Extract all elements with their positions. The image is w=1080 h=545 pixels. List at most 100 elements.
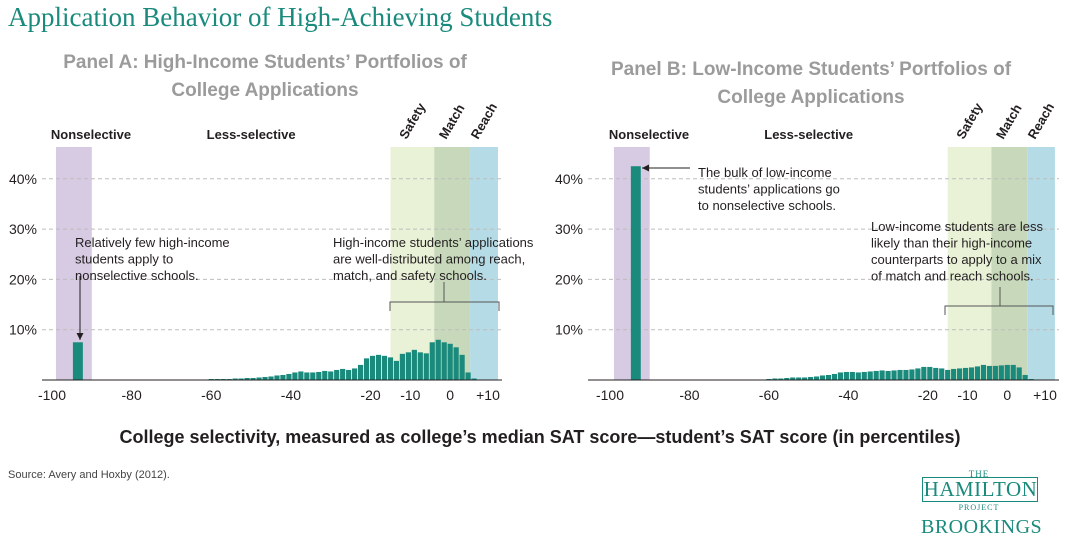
- panel-b-title-line-1: Panel B: Low-Income Students’ Portfolios…: [610, 59, 1012, 80]
- bar: [72, 342, 83, 380]
- bar: [411, 349, 417, 380]
- bar: [945, 369, 951, 380]
- bar: [363, 358, 370, 380]
- x-tick-label: -20: [918, 387, 938, 403]
- bar: [1010, 364, 1016, 380]
- bar: [214, 378, 220, 380]
- bar: [962, 367, 969, 380]
- bar: [1022, 374, 1028, 380]
- bar: [837, 372, 844, 380]
- bar: [346, 369, 352, 380]
- annotation-text: Relatively few high-income students apply…: [75, 235, 230, 283]
- bar: [1028, 378, 1034, 380]
- bar: [399, 353, 405, 380]
- bar: [915, 368, 921, 380]
- bar: [897, 369, 903, 380]
- x-tick-label: +10: [476, 387, 500, 403]
- bar: [879, 370, 885, 380]
- annotation-bracket: [944, 305, 1054, 315]
- bar: [825, 374, 832, 380]
- bar: [927, 366, 933, 380]
- logo-frame: [922, 477, 1038, 502]
- bar: [304, 372, 310, 380]
- bar: [316, 371, 322, 380]
- region-label-nonselective: Nonselective: [51, 127, 131, 142]
- region-band-safety: [947, 147, 992, 380]
- region-label-match: Match: [436, 101, 468, 141]
- bar: [867, 371, 873, 380]
- bar: [891, 370, 897, 380]
- bar: [417, 352, 423, 380]
- bar: [244, 377, 250, 380]
- y-tick-label: 20%: [555, 271, 583, 287]
- bar: [310, 372, 316, 380]
- annotation-text: High-income students’ applications are we…: [333, 235, 534, 283]
- panel-a-plot: Nonselective Less-selective Safety Match Rea…: [9, 100, 534, 403]
- region-band-match: [991, 147, 1028, 380]
- bar: [802, 377, 808, 380]
- x-tick-label: -40: [838, 387, 858, 403]
- logo-project: PROJECT: [958, 503, 1000, 512]
- bar: [322, 370, 328, 380]
- x-tick-label: -60: [201, 387, 221, 403]
- x-tick-label: -20: [360, 387, 380, 403]
- region-label-reach: Reach: [1025, 100, 1058, 141]
- x-tick-label: 0: [1003, 387, 1011, 403]
- y-tick-label: 30%: [9, 221, 37, 237]
- x-tick-label: -80: [122, 387, 142, 403]
- panel-b-title-line-2: College Applications: [717, 87, 905, 108]
- y-tick-label: 40%: [9, 171, 37, 187]
- bar: [790, 377, 796, 380]
- bar: [256, 377, 262, 380]
- bar: [369, 355, 376, 380]
- x-tick-label: 0: [446, 387, 454, 403]
- bar: [992, 365, 998, 380]
- bar: [1004, 364, 1010, 380]
- x-tick-label: -100: [596, 387, 624, 403]
- annotation-arrowhead: [76, 333, 84, 340]
- bar: [387, 357, 394, 380]
- x-tick-label: -10: [400, 387, 420, 403]
- bar: [796, 377, 802, 380]
- logo-hamilton: HAMILTON: [923, 477, 1038, 501]
- source-note: Source: Avery and Hoxby (2012).: [8, 469, 170, 481]
- bar: [340, 368, 346, 380]
- bar: [459, 354, 465, 380]
- panel-a-title-line-2: College Applications: [171, 80, 359, 101]
- region-band-safety: [390, 147, 435, 380]
- bar: [465, 372, 471, 380]
- bar: [208, 378, 214, 380]
- bar: [238, 378, 244, 380]
- main-title: Application Behavior of High-Achieving S…: [8, 2, 553, 32]
- x-tick-label: -10: [957, 387, 977, 403]
- logo-the: THE: [968, 469, 990, 479]
- region-label-match: Match: [993, 101, 1025, 141]
- x-tick-label: -100: [38, 387, 66, 403]
- bar: [441, 342, 447, 380]
- bar: [903, 369, 909, 380]
- bar: [951, 368, 957, 380]
- bar: [381, 355, 388, 380]
- region-label-safety: Safety: [396, 100, 429, 142]
- hamilton-brookings-logo: THE HAMILTON PROJECT BROOKINGS: [920, 463, 1070, 543]
- bar: [1016, 367, 1022, 380]
- x-tick-label: -60: [759, 387, 779, 403]
- region-band-reach: [470, 147, 498, 380]
- x-axis-title: College selectivity, measured as college…: [119, 427, 961, 447]
- region-label-safety: Safety: [953, 100, 986, 142]
- bar: [885, 370, 891, 380]
- bar: [262, 376, 268, 380]
- bar: [352, 368, 358, 380]
- y-tick-label: 10%: [9, 322, 37, 338]
- bar: [220, 378, 226, 380]
- bar: [405, 352, 411, 380]
- bar: [831, 373, 838, 380]
- bar: [292, 372, 298, 380]
- x-tick-label: +10: [1033, 387, 1057, 403]
- bar: [843, 371, 849, 380]
- bar: [986, 365, 992, 380]
- y-tick-label: 10%: [555, 322, 583, 338]
- bar: [232, 378, 238, 380]
- bar: [855, 372, 861, 380]
